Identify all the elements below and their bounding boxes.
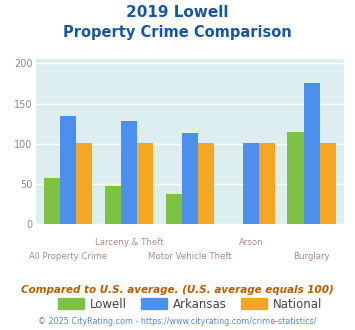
Bar	[198, 143, 214, 224]
Bar	[137, 143, 153, 224]
Bar	[165, 194, 182, 224]
Bar	[243, 143, 259, 224]
Text: Property Crime Comparison: Property Crime Comparison	[63, 25, 292, 40]
Bar	[44, 178, 60, 224]
Text: © 2025 CityRating.com - https://www.cityrating.com/crime-statistics/: © 2025 CityRating.com - https://www.city…	[38, 317, 317, 326]
Bar	[182, 133, 198, 224]
Bar	[105, 186, 121, 224]
Text: All Property Crime: All Property Crime	[29, 252, 107, 261]
Text: Compared to U.S. average. (U.S. average equals 100): Compared to U.S. average. (U.S. average …	[21, 285, 334, 295]
Legend: Lowell, Arkansas, National: Lowell, Arkansas, National	[53, 293, 327, 315]
Text: Larceny & Theft: Larceny & Theft	[95, 238, 163, 247]
Bar	[288, 132, 304, 224]
Bar	[304, 83, 320, 224]
Bar	[121, 121, 137, 224]
Text: Arson: Arson	[239, 238, 263, 247]
Bar	[259, 143, 275, 224]
Text: Motor Vehicle Theft: Motor Vehicle Theft	[148, 252, 232, 261]
Bar	[76, 143, 92, 224]
Bar	[320, 143, 336, 224]
Text: 2019 Lowell: 2019 Lowell	[126, 5, 229, 20]
Bar	[60, 116, 76, 224]
Text: Burglary: Burglary	[294, 252, 330, 261]
